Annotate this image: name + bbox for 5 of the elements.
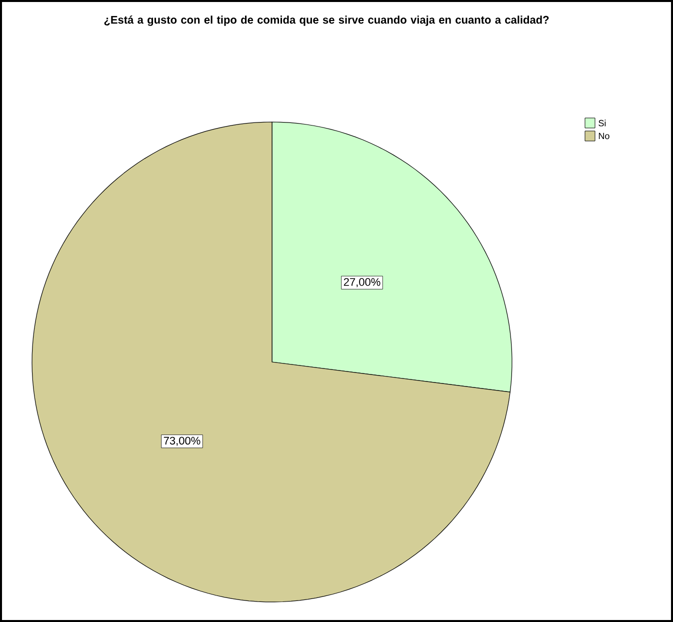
chart-title: ¿Está a gusto con el tipo de comida que se sirve cuando viaja en cuanto a calidad? bbox=[104, 16, 549, 26]
legend-label: No bbox=[598, 132, 610, 140]
data-label: 27,00% bbox=[344, 278, 380, 288]
data-label: 73,00% bbox=[164, 436, 200, 446]
legend-label: Si bbox=[598, 120, 606, 126]
